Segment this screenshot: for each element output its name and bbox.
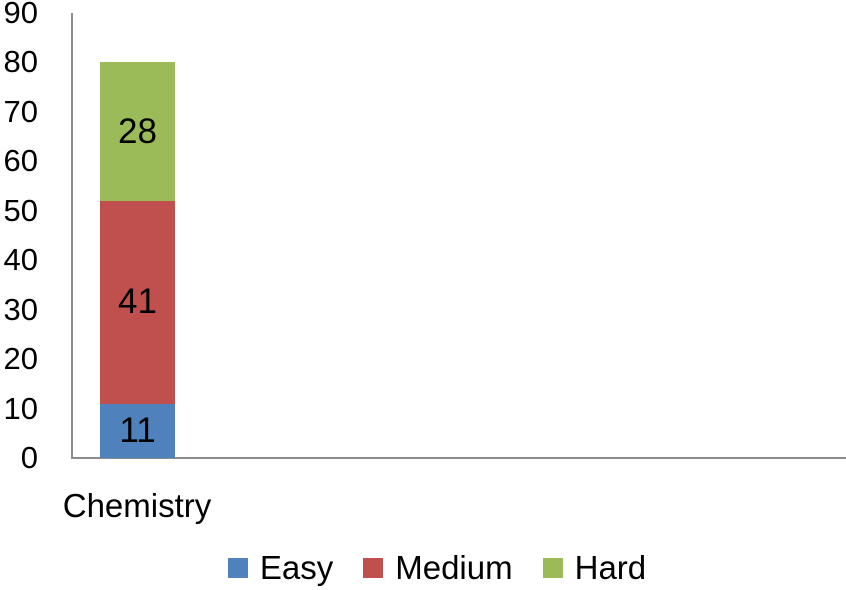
y-tick-label-40: 40 bbox=[3, 242, 38, 278]
category-label-chemistry: Chemistry bbox=[62, 487, 212, 524]
y-tick-label-50: 50 bbox=[3, 192, 38, 228]
stacked-bar-chemistry: 11 41 28 bbox=[100, 0, 175, 458]
x-axis-line bbox=[71, 457, 846, 459]
legend-label-medium: Medium bbox=[395, 549, 513, 586]
y-tick-label-0: 0 bbox=[20, 440, 38, 475]
legend: Easy Medium Hard bbox=[14, 549, 846, 587]
bar-segment-medium[interactable]: 41 bbox=[100, 200, 175, 404]
legend-swatch-hard bbox=[542, 558, 563, 578]
bar-segment-easy[interactable]: 11 bbox=[100, 403, 175, 458]
y-tick-label-70: 70 bbox=[3, 93, 38, 129]
bar-segment-hard[interactable]: 28 bbox=[100, 62, 175, 201]
legend-item-medium[interactable]: Medium bbox=[363, 549, 513, 587]
legend-item-hard[interactable]: Hard bbox=[542, 549, 647, 587]
legend-label-easy: Easy bbox=[259, 549, 334, 586]
y-tick-label-90: 90 bbox=[3, 0, 38, 30]
y-tick-label-20: 20 bbox=[3, 341, 38, 377]
legend-label-hard: Hard bbox=[574, 549, 647, 586]
data-label-medium: 41 bbox=[118, 282, 157, 322]
y-axis-line bbox=[71, 13, 73, 459]
data-label-hard: 28 bbox=[118, 111, 157, 151]
y-tick-label-60: 60 bbox=[3, 143, 38, 179]
data-label-easy: 11 bbox=[119, 410, 156, 450]
legend-swatch-medium bbox=[363, 558, 384, 578]
y-tick-label-80: 80 bbox=[3, 44, 38, 80]
legend-swatch-easy bbox=[227, 558, 248, 578]
y-tick-label-10: 10 bbox=[3, 390, 38, 426]
y-axis-tick-labels: 0 10 20 30 40 50 60 70 80 90 bbox=[0, 0, 38, 475]
legend-item-easy[interactable]: Easy bbox=[227, 549, 334, 587]
y-tick-label-30: 30 bbox=[3, 291, 38, 327]
